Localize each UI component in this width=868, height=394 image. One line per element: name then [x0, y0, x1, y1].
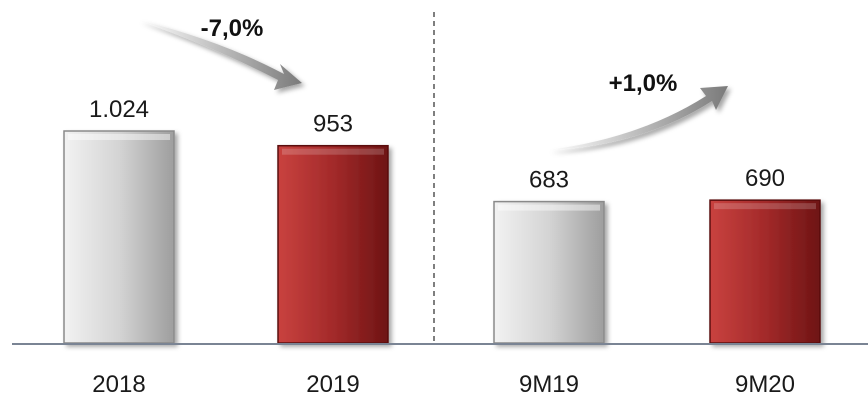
- category-label-2019: 2019: [306, 371, 359, 394]
- bar-9m20: [709, 199, 821, 344]
- category-label-9m19: 9M19: [519, 371, 579, 394]
- category-label-9m20: 9M20: [735, 371, 795, 394]
- bar-2019: [277, 144, 389, 344]
- increase-arrow-icon: [548, 86, 728, 150]
- category-label-2018: 2018: [92, 371, 145, 394]
- bar-bevel-2019: [282, 148, 384, 155]
- value-labels-group: 1.024 953 683 690: [89, 96, 785, 194]
- change-label-2018-2019: -7,0%: [201, 15, 264, 42]
- value-label-9m19: 683: [529, 167, 569, 194]
- value-label-2019: 953: [313, 111, 353, 138]
- bar-9m19: [493, 200, 605, 344]
- decrease-arrow-icon: [138, 20, 302, 90]
- change-label-9m19-9m20: +1,0%: [609, 70, 678, 97]
- category-labels-group: 2018 2019 9M19 9M20: [92, 371, 795, 394]
- bar-bevel-9m20: [714, 203, 816, 210]
- value-label-2018: 1.024: [89, 96, 149, 123]
- bar-2018: [63, 130, 175, 344]
- bars-group: [63, 130, 821, 344]
- bar-bevel-9m19: [498, 204, 600, 211]
- value-label-9m20: 690: [745, 165, 785, 192]
- bar-bevel-2018: [68, 134, 170, 140]
